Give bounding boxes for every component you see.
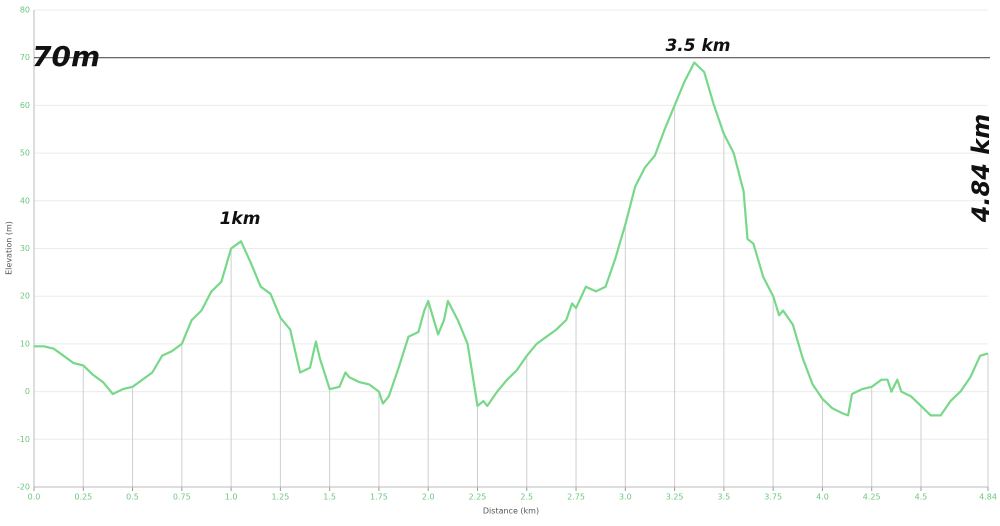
x-tick-label: 3.25 bbox=[666, 493, 684, 502]
y-tick-label: -10 bbox=[17, 435, 30, 444]
x-tick-label: 2.5 bbox=[520, 493, 533, 502]
x-tick-label: 3.0 bbox=[619, 493, 632, 502]
x-tick-label: 4.5 bbox=[915, 493, 928, 502]
reference-label: 70m bbox=[32, 40, 100, 73]
x-tick-label: 3.75 bbox=[764, 493, 782, 502]
x-tick-label: 3.5 bbox=[718, 493, 731, 502]
y-tick-label: 40 bbox=[20, 196, 30, 205]
y-axis-title: Elevation (m) bbox=[5, 221, 14, 275]
x-tick-label: 1.25 bbox=[271, 493, 289, 502]
x-axis-title: Distance (km) bbox=[483, 507, 539, 516]
x-tick-label: 2.75 bbox=[567, 493, 585, 502]
annotation: 3.5 km bbox=[665, 36, 730, 56]
x-tick-label: 0.75 bbox=[173, 493, 191, 502]
annotation: 4.84 km bbox=[967, 114, 995, 224]
y-tick-label: 80 bbox=[20, 6, 30, 15]
x-tick-label: 0.0 bbox=[28, 493, 41, 502]
x-tick-label: 4.25 bbox=[863, 493, 881, 502]
x-tick-label: 2.0 bbox=[422, 493, 435, 502]
y-tick-label: 70 bbox=[20, 53, 30, 62]
x-tick-label: 1.0 bbox=[225, 493, 238, 502]
x-tick-label: 1.75 bbox=[370, 493, 388, 502]
x-tick-label: 0.25 bbox=[74, 493, 92, 502]
y-tick-label: -20 bbox=[17, 483, 30, 492]
x-tick-label: 1.5 bbox=[323, 493, 336, 502]
y-tick-label: 20 bbox=[20, 292, 30, 301]
x-tick-label: 4.84 bbox=[979, 493, 997, 502]
y-tick-label: 30 bbox=[20, 244, 30, 253]
x-tick-label: 2.25 bbox=[469, 493, 487, 502]
y-tick-label: 60 bbox=[20, 101, 30, 110]
y-tick-label: 10 bbox=[20, 339, 30, 348]
y-tick-label: 50 bbox=[20, 149, 30, 158]
x-tick-label: 0.5 bbox=[126, 493, 139, 502]
elevation-line bbox=[34, 61, 989, 417]
y-tick-label: 0 bbox=[25, 387, 30, 396]
annotation: 1km bbox=[220, 209, 261, 229]
x-tick-label: 4.0 bbox=[816, 493, 829, 502]
